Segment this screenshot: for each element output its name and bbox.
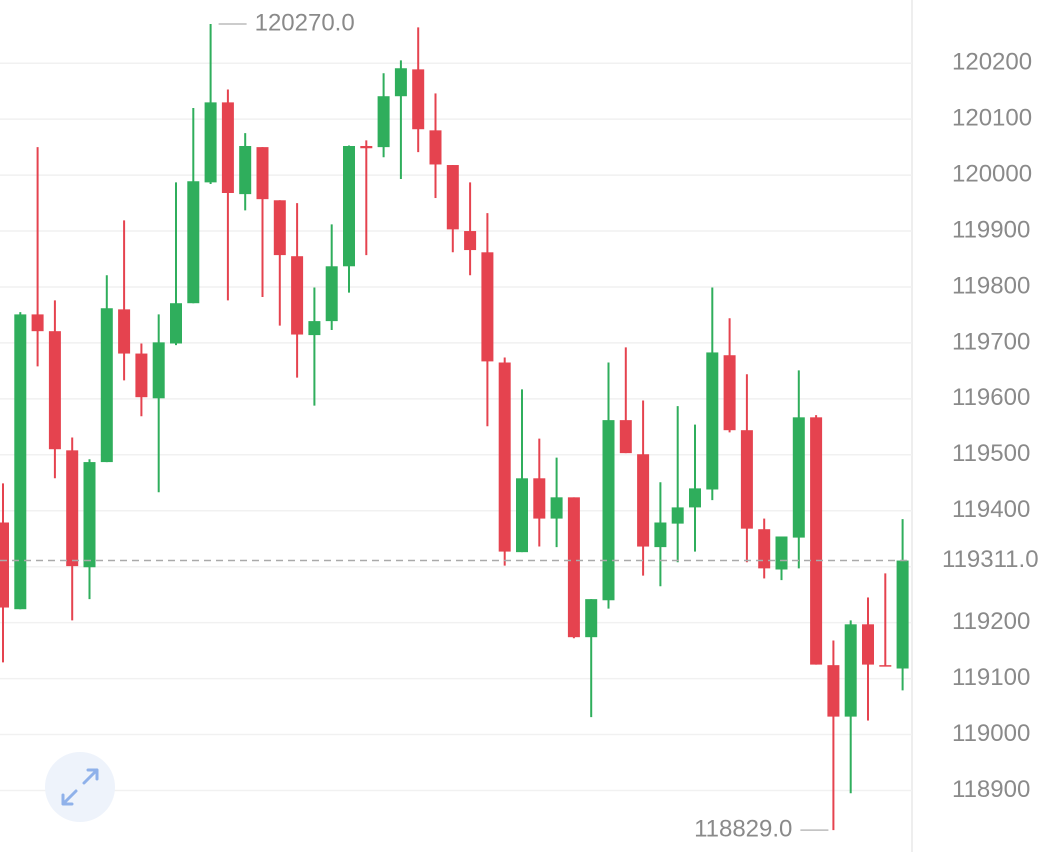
candle-body (740, 430, 753, 529)
candle-body (100, 308, 113, 463)
candle-body (412, 69, 425, 130)
candle-body (308, 321, 321, 336)
expand-button[interactable] (45, 752, 115, 822)
y-tick-label: 119100 (952, 664, 1030, 691)
candle-body (585, 599, 598, 638)
candle-body (187, 181, 200, 304)
candle-body (325, 266, 338, 322)
candle-body (671, 507, 684, 524)
last-price-bg (932, 542, 1048, 579)
candle-body (256, 147, 269, 200)
candle-body (516, 478, 528, 553)
candle-body (83, 462, 96, 568)
candle-body (827, 665, 840, 717)
candle-body (689, 488, 701, 508)
y-tick-label: 119000 (952, 720, 1030, 747)
candle-body (602, 420, 615, 601)
candle-body (567, 497, 580, 638)
candle-body (654, 522, 667, 548)
candle-body (0, 522, 9, 608)
candle-body (135, 353, 148, 398)
candle-body (48, 331, 61, 450)
candle-body (481, 252, 494, 362)
candle-body (637, 454, 650, 547)
y-tick-label: 119400 (952, 496, 1030, 523)
candle-body (792, 417, 805, 538)
candle-body (239, 146, 252, 195)
candle-body (360, 146, 373, 149)
candle-body (66, 450, 79, 567)
candle-body (550, 497, 563, 519)
candle-body (775, 536, 788, 570)
y-tick-label: 119600 (952, 384, 1030, 411)
candle-body (896, 560, 909, 669)
y-tick-label: 119800 (952, 272, 1030, 299)
candle-body (844, 624, 857, 717)
last-price-label: 119311.0 (942, 546, 1039, 573)
candle-body (291, 256, 304, 335)
candle-body (273, 200, 286, 256)
expand-icon[interactable] (61, 768, 99, 806)
min-label: 118829.0 (694, 816, 792, 843)
candle-body (394, 68, 407, 97)
y-tick-label: 119900 (952, 216, 1030, 243)
candle-body (810, 417, 823, 665)
candle-body (498, 362, 511, 552)
y-tick-label: 119700 (952, 328, 1030, 355)
expand-button-bg[interactable] (45, 752, 115, 822)
candle-body (464, 231, 477, 251)
candle-body (31, 314, 44, 332)
candle-body (152, 342, 165, 399)
y-tick-label: 119200 (952, 608, 1030, 635)
y-tick-label: 118900 (952, 776, 1030, 803)
y-tick-label: 120100 (952, 105, 1032, 132)
y-tick-label: 119500 (952, 440, 1030, 467)
candle-body (14, 314, 27, 610)
candle-body (533, 478, 546, 519)
candle-body (118, 309, 131, 354)
candle-body (429, 130, 442, 165)
candle-body (723, 355, 736, 431)
candle-body (862, 624, 874, 665)
max-label: 120270.0 (255, 9, 355, 36)
candle-body (204, 102, 217, 183)
candle-body (446, 165, 459, 230)
y-tick-label: 120000 (952, 160, 1032, 187)
annotations: 120270.0 118829.0 119311.0 (0, 9, 1048, 843)
candle-body (619, 420, 632, 454)
candle-body (758, 529, 771, 569)
candle-body (343, 146, 355, 267)
grid: 1189001190001191001192001193001194001195… (0, 49, 1032, 803)
candle-body (221, 102, 234, 194)
candle-body (377, 96, 390, 148)
candle-body (879, 665, 892, 667)
candles (0, 24, 909, 831)
candle-body (706, 352, 719, 490)
y-tick-label: 120200 (952, 49, 1032, 76)
candle-body (170, 303, 182, 344)
